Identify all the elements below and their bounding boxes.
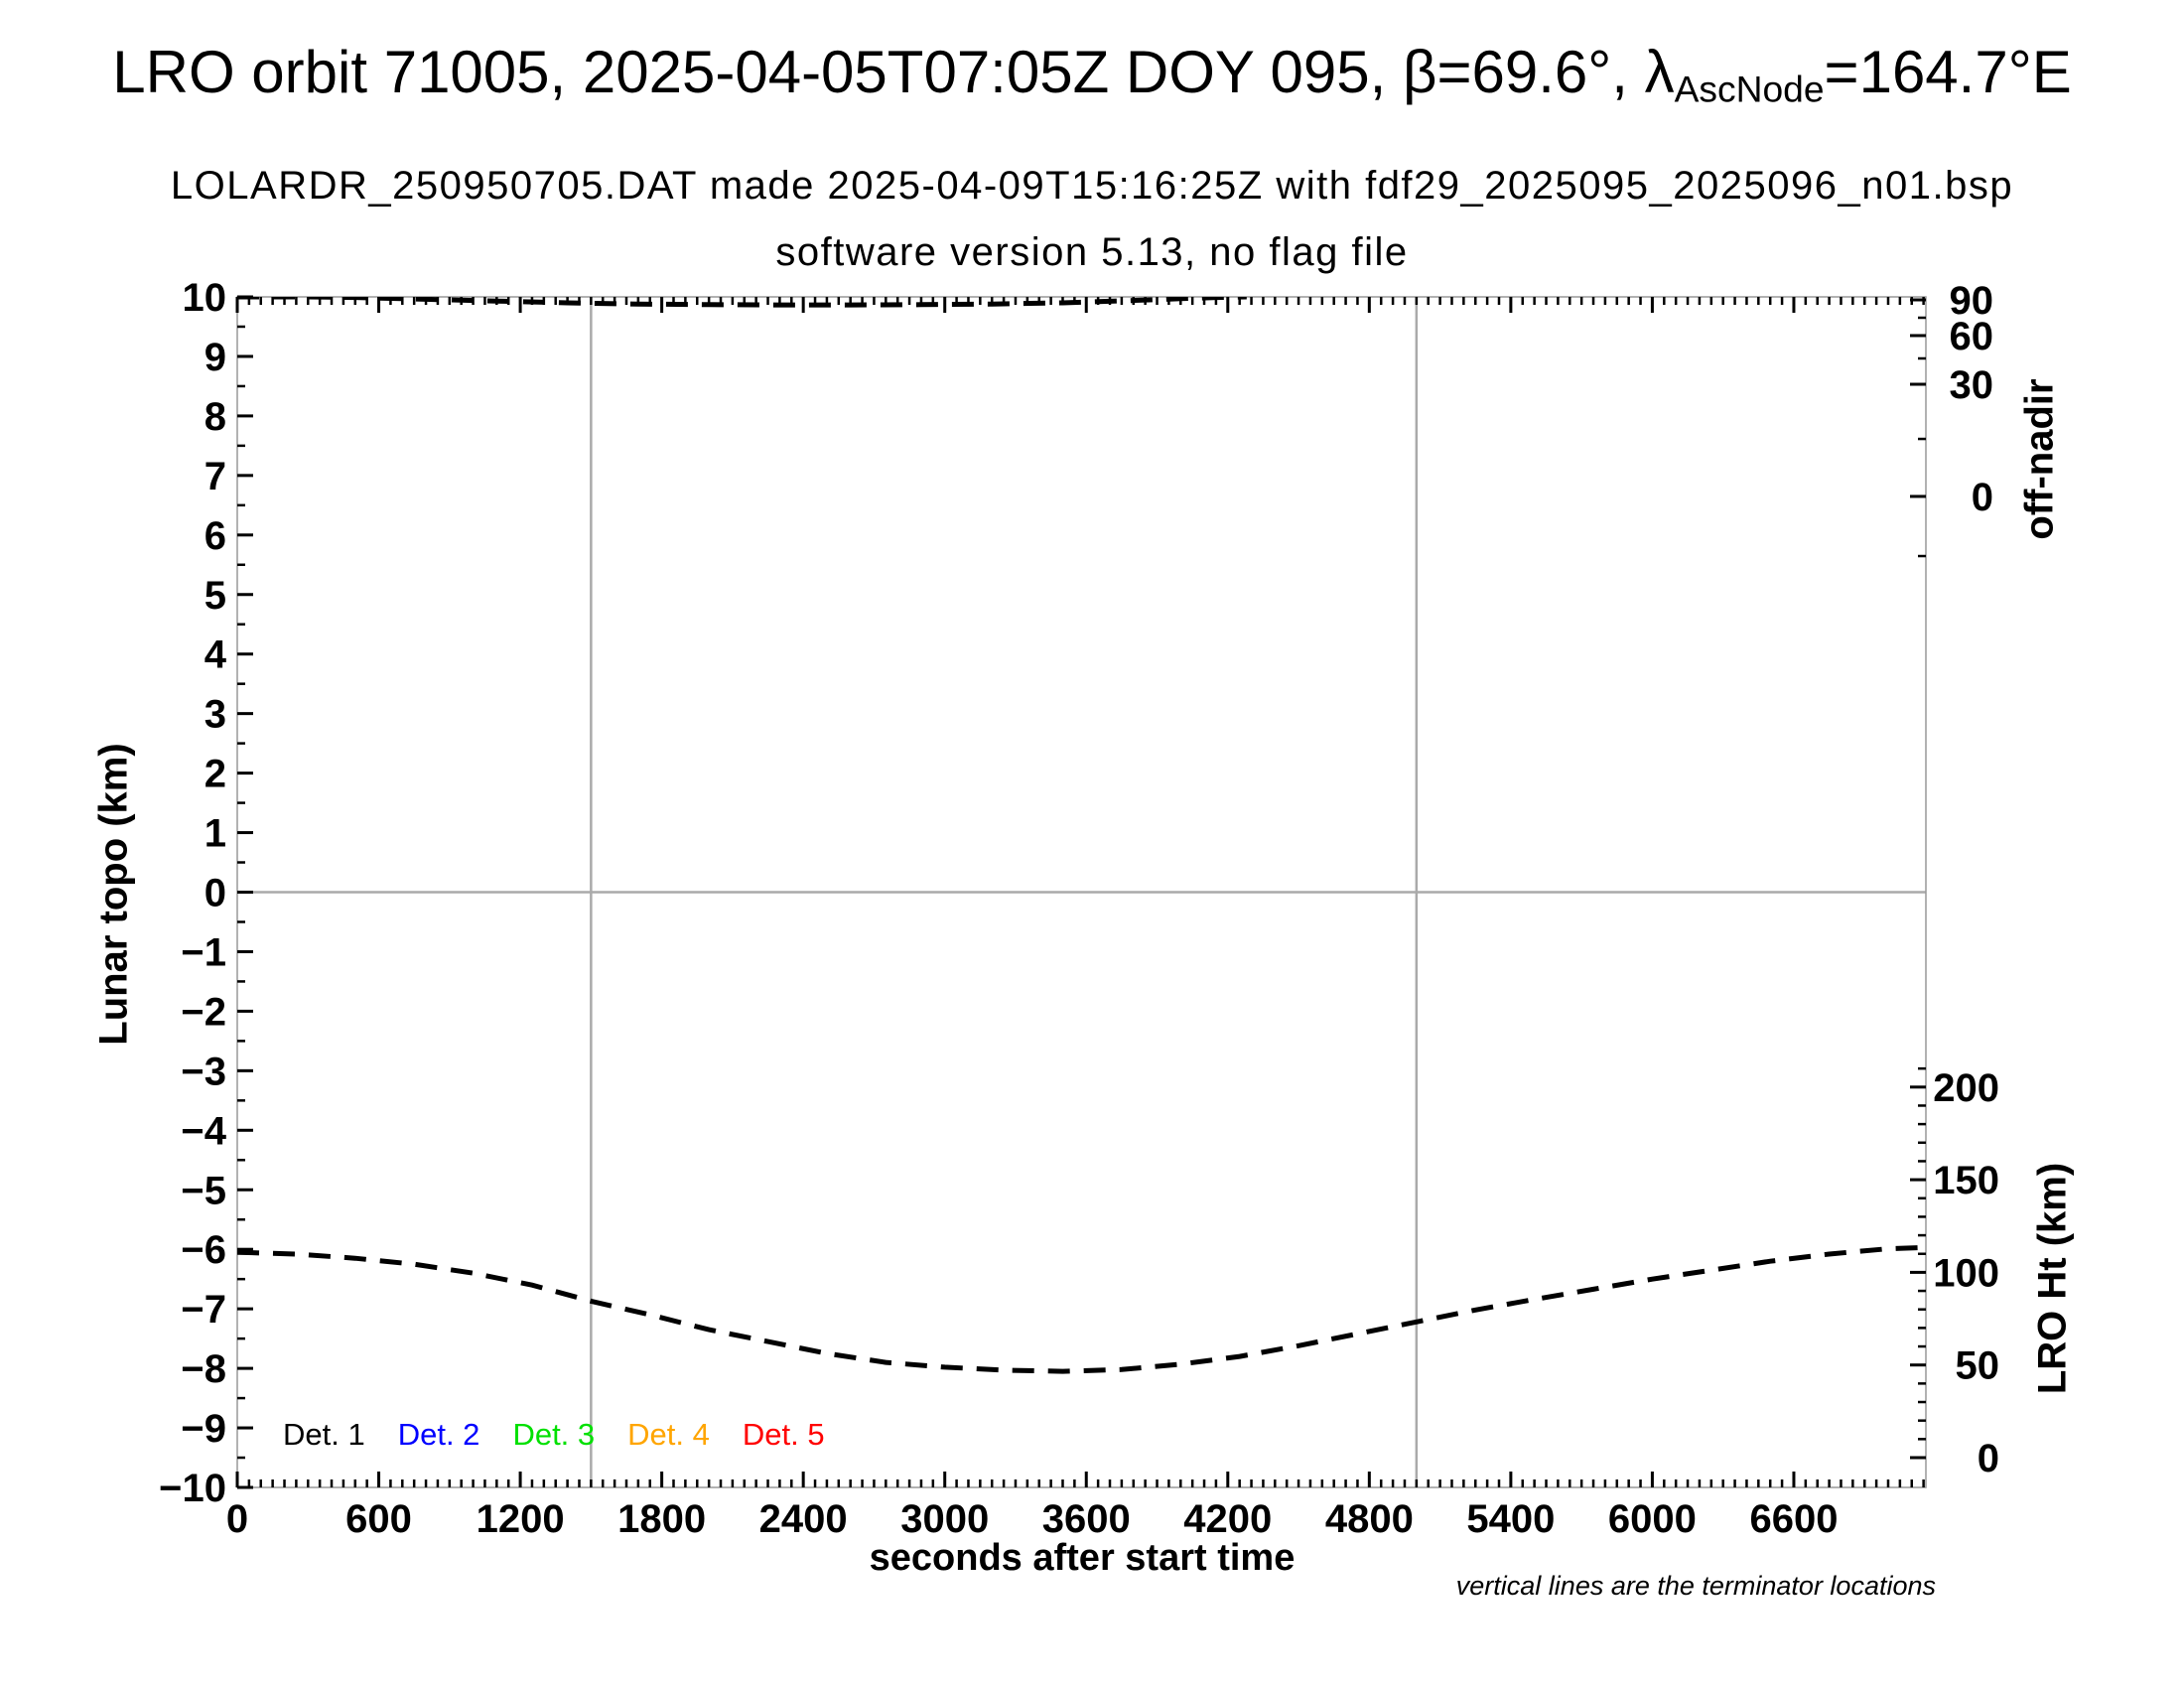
y-tick-label: 10 [183, 276, 227, 320]
y-tick-label: −1 [181, 930, 226, 974]
detector-legend: Det. 1 Det. 2 Det. 3 Det. 4 Det. 5 [283, 1417, 858, 1453]
x-tick-label: 0 [226, 1497, 248, 1541]
offnadir-tick-label: 0 [1972, 476, 1993, 519]
y-axis-label-lro-height: LRO Ht (km) [2030, 1162, 2075, 1395]
y-tick-label: −6 [181, 1228, 226, 1272]
x-tick-label: 5400 [1466, 1497, 1555, 1541]
y-tick-label: 8 [205, 395, 226, 439]
ht-tick-label: 0 [1978, 1437, 1999, 1480]
offnadir-tick-label: 30 [1950, 363, 1994, 407]
legend-item: Det. 1 [283, 1417, 365, 1452]
y-tick-label: 4 [205, 633, 227, 677]
ht-tick-label: 200 [1933, 1066, 1999, 1110]
x-tick-label: 2400 [759, 1497, 848, 1541]
offnadir-tick-label: 90 [1950, 279, 1994, 323]
offnadir-tick-label: 60 [1950, 315, 1994, 358]
x-tick-label: 6600 [1749, 1497, 1838, 1541]
x-tick-label: 3000 [900, 1497, 989, 1541]
lro-height-curve [237, 1244, 1926, 1374]
y-tick-label: 7 [205, 455, 226, 498]
y-tick-label: −2 [181, 990, 226, 1034]
x-tick-label: 1800 [617, 1497, 706, 1541]
y-axis-label-offnadir: off-nadir [2017, 378, 2062, 540]
y-tick-label: 2 [205, 753, 226, 796]
x-axis-label: seconds after start time [869, 1537, 1296, 1579]
y-axis-label-left: Lunar topo (km) [91, 743, 136, 1046]
y-tick-label: 1 [205, 812, 226, 856]
y-tick-label: −9 [181, 1407, 226, 1451]
x-tick-label: 6000 [1608, 1497, 1697, 1541]
off-nadir-curve [237, 297, 1247, 308]
x-tick-label: 3600 [1042, 1497, 1131, 1541]
ht-tick-label: 100 [1933, 1251, 1999, 1295]
y-tick-label: 3 [205, 693, 226, 737]
terminator-footnote: vertical lines are the terminator locati… [1455, 1571, 1936, 1601]
ht-tick-label: 150 [1933, 1159, 1999, 1202]
legend-item: Det. 4 [627, 1417, 710, 1452]
chart-subtitle-version: software version 5.13, no flag file [775, 230, 1409, 274]
y-tick-label: 5 [205, 574, 226, 618]
ht-tick-label: 50 [1956, 1344, 2000, 1388]
x-tick-label: 4800 [1325, 1497, 1414, 1541]
x-tick-label: 1200 [477, 1497, 565, 1541]
y-tick-label: −8 [181, 1347, 226, 1391]
chart-title-main: LRO orbit 71005, 2025-04-05T07:05Z DOY 0… [112, 39, 1675, 105]
chart-subtitle-file: LOLARDR_250950705.DAT made 2025-04-09T15… [170, 164, 2014, 208]
legend-item: Det. 2 [397, 1417, 480, 1452]
y-tick-label: −5 [181, 1169, 226, 1212]
y-tick-label: 6 [205, 514, 226, 558]
chart-title-end: =164.7°E [1824, 39, 2072, 105]
y-tick-label: −7 [181, 1288, 226, 1332]
x-tick-label: 4200 [1183, 1497, 1272, 1541]
legend-item: Det. 5 [742, 1417, 825, 1452]
chart-title-subscript: AscNode [1674, 68, 1825, 110]
chart-title: LRO orbit 71005, 2025-04-05T07:05Z DOY 0… [0, 38, 2184, 110]
y-tick-label: 0 [205, 872, 226, 915]
y-tick-label: −4 [181, 1109, 226, 1153]
x-tick-label: 600 [345, 1497, 412, 1541]
y-tick-label: −3 [181, 1050, 226, 1093]
y-tick-label: −10 [159, 1467, 226, 1510]
y-tick-label: 9 [205, 336, 226, 379]
legend-item: Det. 3 [512, 1417, 596, 1452]
